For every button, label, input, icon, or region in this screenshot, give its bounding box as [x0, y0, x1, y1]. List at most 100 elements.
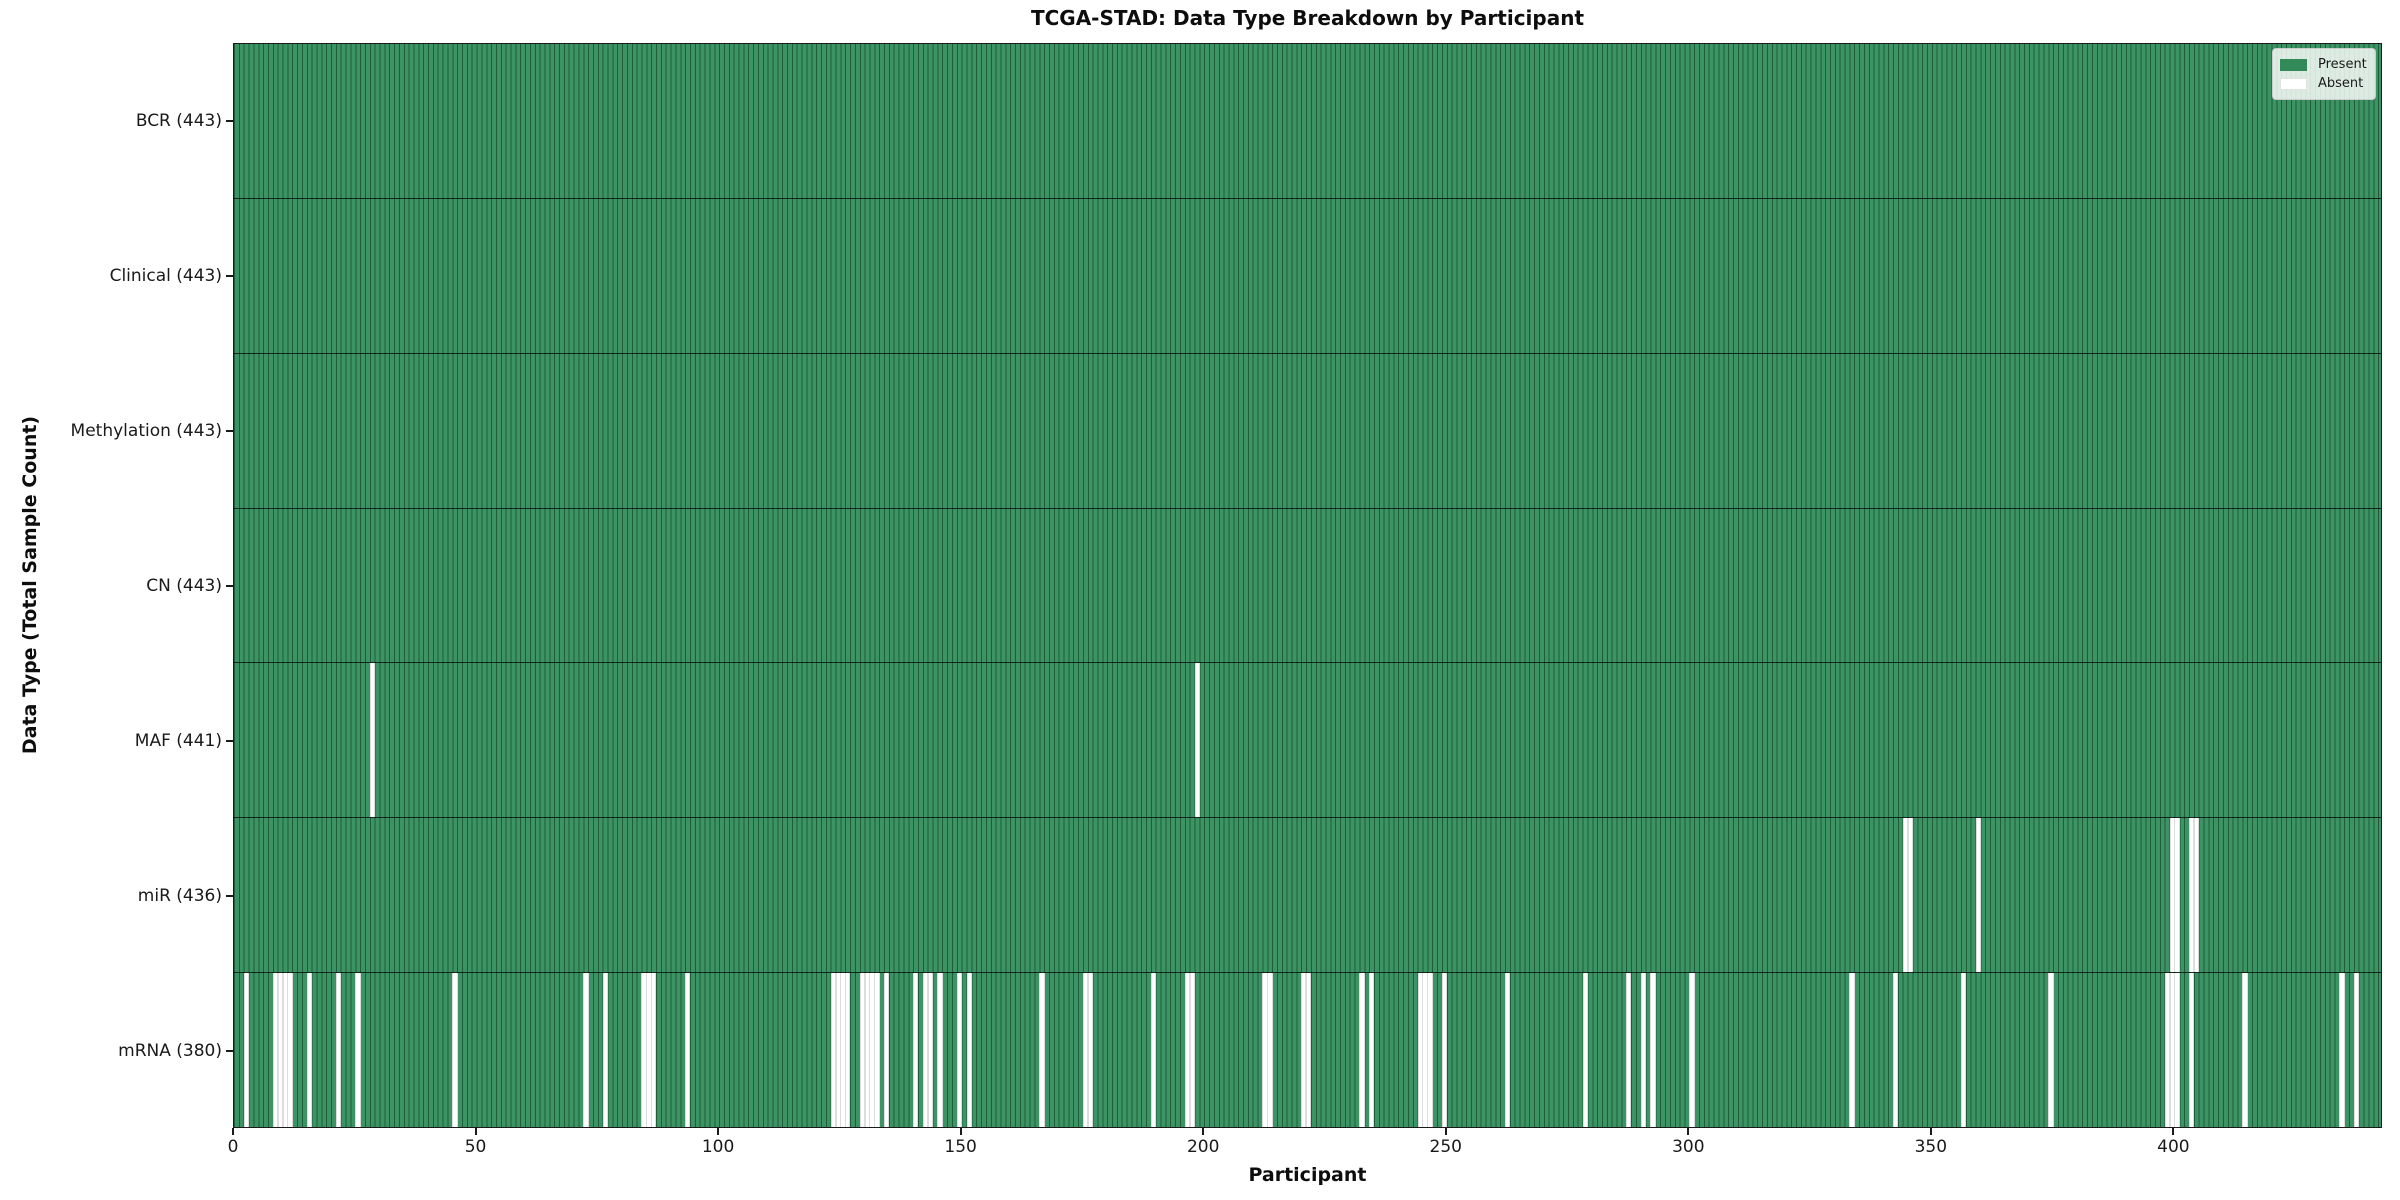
absent-cell [1301, 973, 1307, 1128]
absent-cell [913, 973, 919, 1128]
absent-cell [835, 973, 841, 1128]
y-tick-mark [226, 429, 233, 432]
absent-cell [2169, 818, 2175, 973]
absent-cell [272, 973, 279, 1128]
absent-cell [1306, 973, 1312, 1128]
absent-cell [1582, 973, 1588, 1128]
absent-cell [1359, 973, 1365, 1128]
x-tick-mark [1687, 1128, 1690, 1135]
y-tick-label: mRNA (380) [118, 1040, 222, 1061]
heatmap-row-MAF [234, 663, 2381, 819]
absent-cell [583, 973, 589, 1128]
legend-absent-swatch [2280, 77, 2307, 90]
absent-cell [830, 973, 836, 1128]
absent-cell [937, 973, 943, 1128]
absent-cell [859, 973, 866, 1128]
heatmap-rows [234, 44, 2381, 1128]
absent-cell [864, 973, 870, 1128]
absent-cell [287, 973, 293, 1128]
x-tick-label: 150 [944, 1137, 977, 1157]
absent-cell [2048, 973, 2054, 1128]
absent-cell [845, 973, 851, 1128]
absent-cell [355, 973, 361, 1128]
y-tick-mark [226, 894, 233, 897]
plot-area: Present Absent [233, 43, 2382, 1128]
absent-cell [1184, 973, 1191, 1128]
absent-cell [1150, 973, 1157, 1128]
x-tick-label: 200 [1186, 1137, 1220, 1157]
y-tick-mark [226, 119, 233, 122]
absent-cell [1194, 663, 1200, 818]
x-tick-label: 0 [227, 1137, 239, 1157]
absent-cell [306, 973, 312, 1128]
absent-cell [277, 973, 283, 1128]
absent-cell [1189, 973, 1195, 1128]
absent-cell [1369, 973, 1375, 1128]
absent-cell [1902, 818, 1908, 973]
legend-entry-absent: Absent [2280, 74, 2367, 93]
absent-cell [651, 973, 657, 1128]
heatmap-row-miR [234, 818, 2381, 974]
x-tick-mark [1444, 1128, 1447, 1135]
absent-cell [2242, 973, 2248, 1128]
absent-cell [922, 973, 929, 1128]
heatmap-row-Methylation [234, 353, 2381, 509]
x-tick-mark [1202, 1128, 1205, 1135]
absent-cell [1960, 973, 1967, 1128]
absent-cell [1689, 973, 1695, 1128]
absent-cell [282, 973, 288, 1128]
absent-cell [1267, 973, 1273, 1128]
absent-cell [2169, 973, 2175, 1128]
absent-cell [2188, 818, 2195, 973]
x-tick-mark [1929, 1128, 1932, 1135]
absent-cell [2339, 973, 2345, 1128]
y-tick-mark [226, 274, 233, 277]
absent-cell [1262, 973, 1268, 1128]
legend-entry-present: Present [2280, 55, 2367, 74]
y-tick-label: miR (436) [137, 885, 222, 906]
absent-cell [602, 973, 608, 1128]
absent-cell [869, 973, 875, 1128]
absent-cell [1893, 973, 1899, 1128]
absent-cell [452, 973, 458, 1128]
absent-cell [2164, 973, 2170, 1128]
absent-cell [641, 973, 647, 1128]
absent-cell [1427, 973, 1433, 1128]
legend-present-label: Present [2318, 57, 2367, 72]
absent-cell [1849, 973, 1855, 1128]
x-tick-label: 250 [1429, 1137, 1462, 1157]
absent-cell [1907, 818, 1913, 973]
legend: Present Absent [2272, 48, 2376, 100]
x-tick-label: 50 [464, 1137, 487, 1157]
x-axis-label: Participant [1248, 1164, 1367, 1186]
x-tick-mark [717, 1128, 720, 1135]
absent-cell [646, 973, 652, 1128]
y-tick-mark [226, 584, 233, 587]
legend-absent-label: Absent [2318, 76, 2364, 91]
y-tick-label: Methylation (443) [70, 420, 222, 441]
y-tick-mark [226, 1049, 233, 1052]
y-tick-mark [226, 739, 233, 742]
absent-cell [1640, 973, 1647, 1128]
absent-cell [2174, 818, 2180, 973]
y-axis-label: Data Type (Total Sample Count) [19, 415, 41, 755]
absent-cell [1650, 973, 1656, 1128]
x-tick-mark [474, 1128, 477, 1135]
absent-cell [840, 973, 846, 1128]
absent-cell [369, 663, 376, 818]
x-tick-label: 400 [2157, 1137, 2190, 1157]
y-tick-label: MAF (441) [134, 730, 222, 751]
absent-cell [1975, 818, 1981, 973]
absent-cell [1417, 973, 1423, 1128]
heatmap-row-CN [234, 508, 2381, 664]
heatmap-row-BCR [234, 44, 2381, 199]
absent-cell [1087, 973, 1094, 1128]
absent-cell [1441, 973, 1448, 1128]
absent-cell [1039, 973, 1045, 1128]
y-tick-label: CN (443) [146, 575, 222, 596]
absent-cell [927, 973, 933, 1128]
y-tick-label: Clinical (443) [109, 265, 222, 286]
absent-cell [335, 973, 342, 1128]
x-tick-label: 100 [701, 1137, 735, 1157]
